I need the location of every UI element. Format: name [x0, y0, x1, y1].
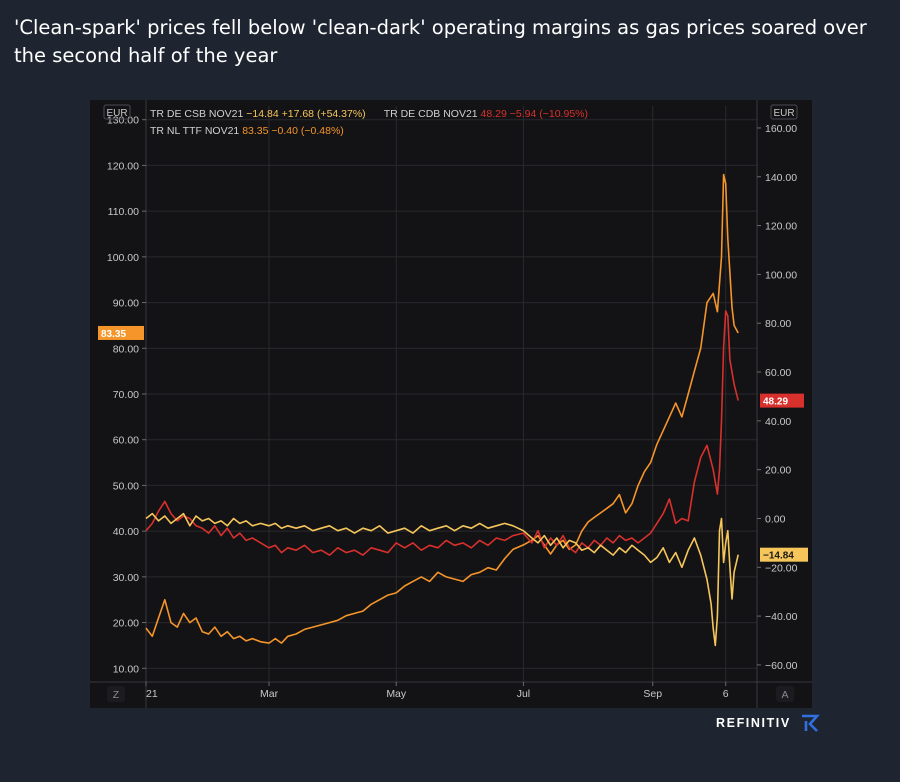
- legend-change: −0.40: [271, 125, 301, 137]
- cdb-last-value-badge-bg: [760, 393, 804, 408]
- legend-change-pct: (−0.48%): [301, 125, 344, 137]
- auto-scale-right-button-bg: [776, 686, 794, 702]
- legend-row: TR DE CSB NOV21 −14.84 +17.68 (+54.37%) T…: [150, 108, 588, 120]
- legend-last-value: −14.84: [246, 108, 281, 120]
- ttf-last-value-badge-label: 83.35: [101, 329, 126, 340]
- right-unit-label: EUR: [773, 108, 794, 119]
- x-tick-label: 6: [723, 688, 729, 700]
- legend-change-pct: (+54.37%): [317, 108, 366, 120]
- legend-last-value: 83.35: [242, 125, 271, 137]
- right-tick-label: 160.00: [765, 123, 797, 135]
- left-tick-label: 100.00: [107, 252, 139, 264]
- series-line-tr-nl-ttf-nov21: [145, 173, 739, 644]
- legend-series-name: TR DE CDB NOV21: [384, 108, 481, 120]
- right-tick-label: 100.00: [765, 269, 797, 281]
- left-tick-label: 130.00: [107, 115, 139, 127]
- right-unit-label-box: [770, 104, 798, 120]
- right-tick-label: 20.00: [765, 465, 791, 477]
- auto-scale-left-button-bg: [107, 686, 125, 702]
- refinitiv-logo: REFINITIV: [716, 712, 821, 734]
- ttf-last-value-badge-bg: [98, 325, 144, 340]
- right-tick-label: 60.00: [765, 367, 791, 379]
- price-chart[interactable]: 10.0020.0030.0040.0050.0060.0070.0080.00…: [90, 100, 812, 708]
- left-tick-label: 70.00: [113, 389, 139, 401]
- series-line-tr-de-csb-nov21: [145, 512, 739, 647]
- chart-headline: 'Clean-spark' prices fell below 'clean-d…: [14, 16, 867, 67]
- left-unit-label-box: [103, 104, 131, 120]
- right-tick-label: −40.00: [765, 611, 798, 623]
- right-tick-label: 40.00: [765, 416, 791, 428]
- legend-last-value: 48.29: [481, 108, 510, 120]
- right-tick-label: 0.00: [765, 513, 786, 525]
- right-tick-label: 80.00: [765, 318, 791, 330]
- left-unit-label: EUR: [106, 108, 127, 119]
- left-tick-label: 40.00: [113, 526, 139, 538]
- x-tick-label: Sep: [643, 688, 662, 700]
- grid: [145, 106, 757, 682]
- auto-scale-right-button[interactable]: A: [776, 686, 794, 702]
- left-tick-label: 120.00: [107, 160, 139, 172]
- brand-mark-icon: [801, 714, 820, 732]
- left-tick-label: 10.00: [113, 663, 139, 675]
- auto-scale-right-button-label: A: [781, 689, 788, 701]
- chart-panel[interactable]: 10.00 20.00 30.00 40.00 50.00 60.00 70.00 80.00…: [90, 100, 812, 708]
- series-line-tr-de-cdb-nov21: [145, 310, 739, 556]
- legend-change: +17.68: [282, 108, 317, 120]
- left-tick-label: 80.00: [113, 343, 139, 355]
- legend-change: −5.94: [510, 108, 540, 120]
- csb-last-value-badge-label: −14.84: [763, 551, 794, 562]
- auto-scale-left-button[interactable]: Z: [107, 686, 125, 702]
- legend-change-pct: (−10.95%): [539, 108, 588, 120]
- legend-series-name: TR NL TTF NOV21: [150, 125, 242, 137]
- right-tick-label: −20.00: [765, 562, 798, 574]
- left-tick-label: 20.00: [113, 618, 139, 630]
- legend-row: TR NL TTF NOV21 83.35 −0.40 (−0.48%): [150, 125, 344, 137]
- csb-last-value-badge-bg: [760, 547, 808, 562]
- right-tick-label: 120.00: [765, 221, 797, 233]
- right-tick-label: −60.00: [765, 660, 798, 672]
- left-tick-label: 90.00: [113, 298, 139, 310]
- brand-name: REFINITIV: [716, 716, 791, 730]
- x-tick-label: Mar: [260, 688, 279, 700]
- csb-last-value-badge: −14.84: [760, 547, 808, 562]
- x-tick-label: Jul: [517, 688, 530, 700]
- left-tick-label: 60.00: [113, 435, 139, 447]
- x-tick-label: May: [386, 688, 407, 700]
- x-tick-label: 21: [146, 688, 158, 700]
- ttf-last-value-badge: 83.35: [98, 325, 144, 340]
- right-tick-label: 140.00: [765, 172, 797, 184]
- left-tick-label: 110.00: [108, 206, 139, 218]
- cdb-last-value-badge: 48.29: [760, 393, 804, 408]
- left-tick-label: 30.00: [113, 572, 139, 584]
- auto-scale-left-button-label: Z: [113, 689, 120, 701]
- legend-series-name: TR DE CSB NOV21: [150, 108, 246, 120]
- left-tick-label: 50.00: [113, 480, 139, 492]
- cdb-last-value-badge-label: 48.29: [763, 397, 788, 408]
